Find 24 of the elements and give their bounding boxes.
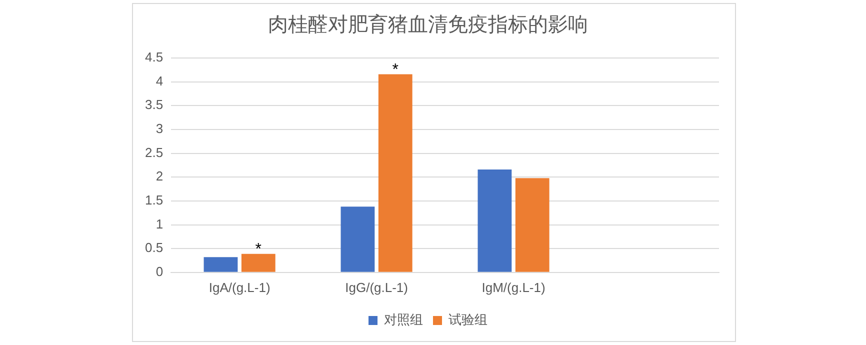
legend-label: 试验组 bbox=[448, 312, 488, 328]
x-tick-label: IgG/(g.L-1) bbox=[345, 280, 408, 295]
y-tick-label: 4 bbox=[156, 73, 164, 88]
y-tick-label: 4.5 bbox=[144, 50, 164, 65]
y-tick-label: 0.5 bbox=[144, 240, 164, 256]
bar bbox=[478, 169, 512, 272]
annotation: * bbox=[392, 62, 398, 79]
chart-title: 肉桂醛对肥育猪血清免疫指标的影响 bbox=[268, 12, 588, 36]
y-tick-label: 1.5 bbox=[144, 192, 164, 208]
x-tick-label: IgA/(g.L-1) bbox=[208, 280, 270, 295]
legend-label: 对照组 bbox=[384, 312, 423, 328]
annotation: * bbox=[255, 241, 262, 258]
x-tick-label: IgM/(g.L-1) bbox=[482, 280, 546, 295]
bar bbox=[241, 254, 276, 272]
bar bbox=[378, 74, 412, 272]
y-tick-label: 1 bbox=[156, 216, 164, 232]
bar bbox=[204, 257, 238, 272]
bar bbox=[515, 178, 550, 272]
y-tick-label: 0 bbox=[156, 264, 164, 279]
y-tick-label: 2 bbox=[156, 168, 164, 184]
bar bbox=[340, 206, 375, 272]
y-tick-label: 3.5 bbox=[144, 97, 164, 112]
y-tick-label: 2.5 bbox=[144, 144, 164, 160]
y-tick-label: 3 bbox=[156, 121, 164, 136]
